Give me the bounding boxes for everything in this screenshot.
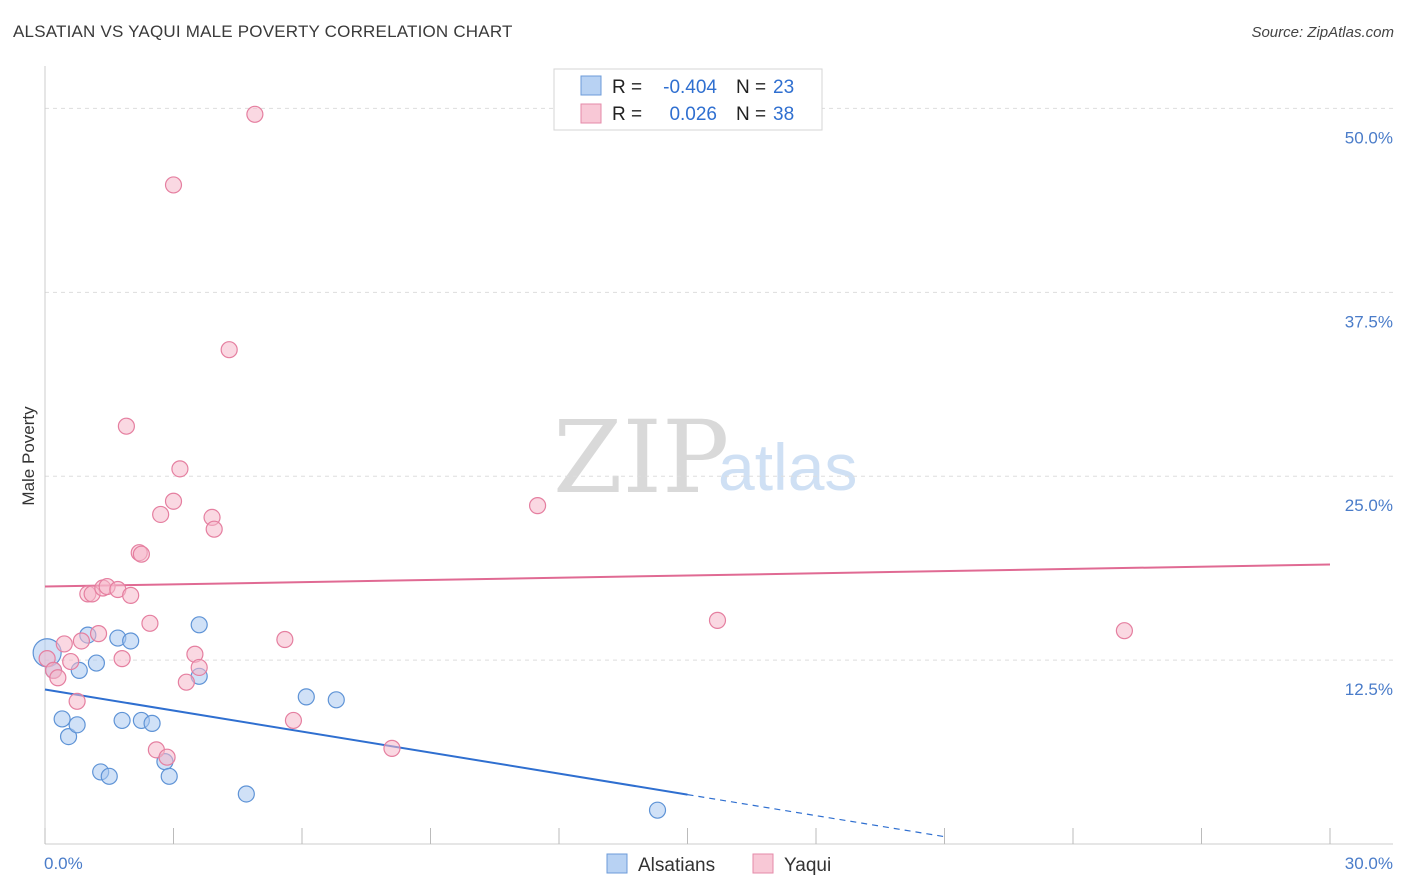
point-alsatians xyxy=(143,714,161,732)
bottom-legend-label-alsatians: Alsatians xyxy=(638,855,715,876)
point-alsatians xyxy=(100,767,118,785)
y-tick-labels: 12.5% 25.0% 37.5% 50.0% xyxy=(1345,128,1393,699)
source-label: Source: ZipAtlas.com xyxy=(1251,24,1394,41)
data-points xyxy=(32,105,1134,819)
point-alsatians xyxy=(59,728,78,746)
point-alsatians xyxy=(122,632,140,650)
legend-r-label-alsatians: R = xyxy=(612,77,642,98)
point-yaqui xyxy=(1115,622,1134,640)
point-yaqui xyxy=(122,586,140,604)
y-tick-label: 12.5% xyxy=(1345,680,1393,699)
watermark-atlas: atlas xyxy=(718,430,857,504)
trend-lines xyxy=(44,563,1331,838)
point-yaqui xyxy=(205,520,223,538)
bottom-legend-swatch-yaqui xyxy=(752,853,774,874)
point-yaqui xyxy=(62,652,80,671)
point-yaqui xyxy=(55,635,73,653)
point-alsatians xyxy=(68,716,86,734)
point-yaqui xyxy=(49,669,67,687)
point-yaqui xyxy=(177,673,195,691)
point-alsatians xyxy=(160,767,178,785)
legend-swatch-yaqui xyxy=(580,103,602,124)
point-alsatians xyxy=(53,710,71,728)
point-yaqui xyxy=(117,417,135,435)
point-yaqui xyxy=(528,497,547,515)
x-tick-labels: 0.0% 30.0% xyxy=(44,854,1393,873)
point-alsatians xyxy=(113,711,131,730)
y-axis-label: Male Poverty xyxy=(19,406,38,506)
point-alsatians xyxy=(327,691,345,709)
trend-line-yaqui xyxy=(44,563,1331,588)
gridlines xyxy=(45,107,1393,661)
legend-n-label-alsatians: N = xyxy=(736,77,766,98)
point-yaqui xyxy=(68,692,86,710)
point-yaqui xyxy=(246,105,264,123)
x-tick-label-min: 0.0% xyxy=(44,854,83,873)
point-yaqui xyxy=(284,711,303,730)
watermark-zip: ZIP xyxy=(553,399,729,516)
bottom-legend-swatch-alsatians xyxy=(606,853,628,874)
point-yaqui xyxy=(164,176,183,194)
point-alsatians xyxy=(648,801,667,819)
point-alsatians xyxy=(87,654,106,672)
point-yaqui xyxy=(152,505,170,524)
legend-n-value-alsatians: 23 xyxy=(773,77,794,98)
bottom-legend-label-yaqui: Yaqui xyxy=(784,855,831,876)
point-yaqui xyxy=(132,545,150,563)
point-yaqui xyxy=(276,630,294,649)
point-yaqui xyxy=(89,625,108,643)
point-yaqui xyxy=(190,658,208,677)
point-yaqui xyxy=(383,739,401,757)
point-yaqui xyxy=(171,460,189,478)
y-tick-label: 37.5% xyxy=(1345,312,1393,331)
point-yaqui xyxy=(141,614,159,632)
point-alsatians xyxy=(297,688,315,706)
bottom-legend: Alsatians Yaqui xyxy=(606,853,831,876)
point-yaqui xyxy=(113,650,131,668)
legend-box: R = -0.404 N = 23 R = 0.026 N = 38 xyxy=(553,68,823,131)
trend-line-alsatians xyxy=(44,688,688,796)
legend-swatch-alsatians xyxy=(580,75,602,96)
point-yaqui xyxy=(708,611,727,629)
legend-n-label-yaqui: N = xyxy=(736,104,766,125)
x-tick-label-max: 30.0% xyxy=(1345,854,1393,873)
legend-n-value-yaqui: 38 xyxy=(773,104,794,125)
y-tick-label: 25.0% xyxy=(1345,496,1393,515)
legend-r-value-yaqui: 0.026 xyxy=(669,104,717,125)
point-alsatians xyxy=(237,785,255,803)
y-tick-label: 50.0% xyxy=(1345,128,1393,147)
point-yaqui xyxy=(158,748,176,766)
point-alsatians xyxy=(190,616,208,634)
point-yaqui xyxy=(164,492,183,510)
legend-r-label-yaqui: R = xyxy=(612,104,642,125)
point-yaqui xyxy=(72,632,91,650)
axes xyxy=(44,66,1393,845)
point-yaqui xyxy=(220,341,238,359)
legend-r-value-alsatians: -0.404 xyxy=(663,77,717,98)
chart-title: ALSATIAN VS YAQUI MALE POVERTY CORRELATI… xyxy=(13,22,513,41)
